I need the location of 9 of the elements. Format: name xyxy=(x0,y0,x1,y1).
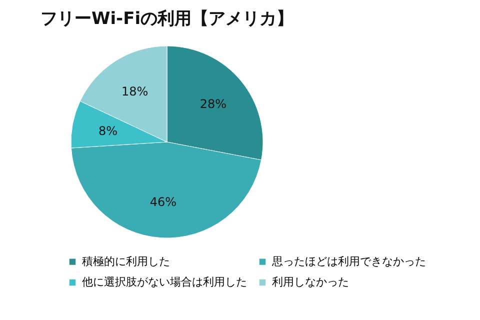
legend-label: 思ったほどは利用できなかった xyxy=(271,254,426,268)
data-label: 18% xyxy=(122,84,148,98)
data-label: 8% xyxy=(98,124,118,138)
legend-label: 利用しなかった xyxy=(272,276,349,288)
legend-label: 他に選択肢がない場合は利用した xyxy=(82,276,247,288)
data-label: 28% xyxy=(200,96,227,111)
chart-title: フリーWi-Fiの利用【アメリカ】 xyxy=(40,9,294,29)
legend-label: 積極的に利用した xyxy=(82,254,170,268)
data-label: 46% xyxy=(150,194,177,209)
